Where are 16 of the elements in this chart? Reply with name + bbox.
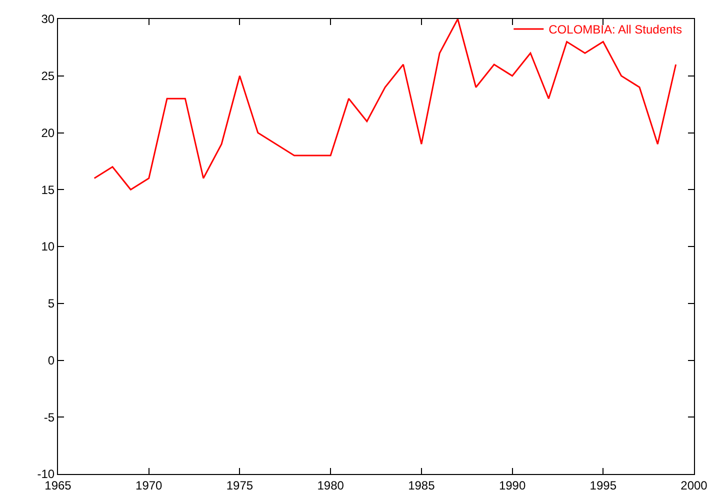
legend-label: COLOMBIA: All Students <box>548 22 682 37</box>
x-tick-label: 2000 <box>680 478 708 492</box>
x-tick-label: 1980 <box>317 478 344 492</box>
y-tick-label: 15 <box>41 182 55 197</box>
x-tick-label: 1970 <box>136 478 163 492</box>
x-tick-label: 1985 <box>408 478 436 492</box>
x-tick-label: 1975 <box>226 478 254 492</box>
x-tick-label: 1990 <box>498 478 526 492</box>
y-tick-label: -5 <box>44 410 55 424</box>
y-tick-label: 25 <box>41 69 55 84</box>
y-tick-label: 30 <box>41 12 55 26</box>
y-tick-label: 5 <box>48 296 55 311</box>
y-tick-label: 0 <box>48 353 55 368</box>
x-tick-label: 1995 <box>590 478 617 492</box>
y-tick-label: 20 <box>41 126 55 140</box>
y-tick-label: 10 <box>41 240 55 254</box>
